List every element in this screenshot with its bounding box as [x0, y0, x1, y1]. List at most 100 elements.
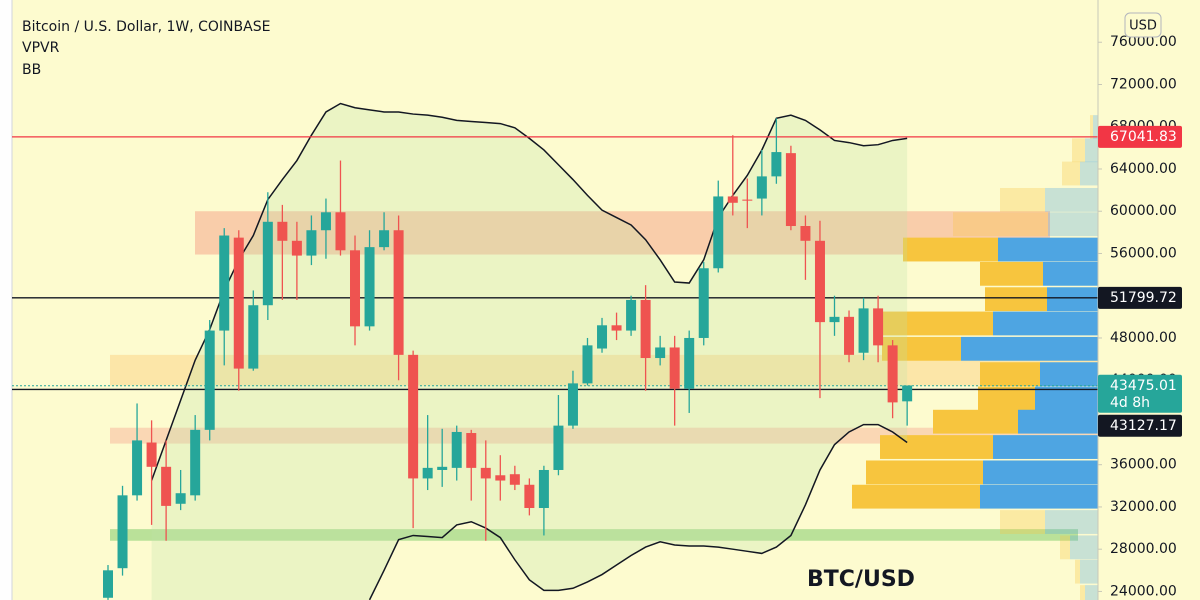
candle-body [785, 153, 796, 227]
volume-down [978, 386, 1035, 411]
volume-up [993, 435, 1098, 459]
candle-body [350, 250, 361, 327]
plot-area [12, 102, 1098, 600]
volume-up [1070, 535, 1098, 560]
y-tick-label: 64000.00 [1110, 161, 1177, 177]
y-tick-label: 60000.00 [1110, 203, 1177, 219]
candle-body [364, 247, 375, 327]
volume-up [1080, 161, 1098, 186]
volume-down [1062, 161, 1080, 186]
candle-body [408, 354, 419, 479]
price-label: 67041.83 [1110, 129, 1177, 145]
y-tick-label: 76000.00 [1110, 34, 1177, 50]
candle-body [117, 495, 128, 569]
volume-up [983, 460, 1098, 485]
candle-body [248, 305, 259, 369]
volume-up [1040, 362, 1098, 387]
candle-body [509, 474, 520, 485]
volume-up [1043, 261, 1098, 286]
indicator-name: BB [22, 62, 41, 78]
volume-up [1085, 138, 1098, 163]
candle-body [466, 433, 477, 468]
candle-body [858, 308, 869, 353]
candle-body [640, 299, 651, 359]
price-label-box [1098, 414, 1182, 437]
candle-body [684, 337, 695, 389]
candle-body [727, 196, 738, 203]
volume-up [980, 484, 1098, 509]
currency-box[interactable] [1124, 12, 1162, 38]
volume-down [880, 435, 993, 459]
candle-body [103, 570, 113, 598]
candle-body [320, 212, 331, 231]
band-line [150, 102, 908, 481]
candle-body [233, 237, 244, 369]
candle-body [175, 493, 186, 504]
price-label-box [1098, 125, 1182, 148]
candle-body [814, 240, 825, 323]
annotation: BTC/USD [807, 567, 915, 592]
candle-body [902, 385, 913, 402]
candle-body [800, 226, 811, 241]
volume-up [1085, 585, 1098, 600]
volume-up [1047, 287, 1098, 312]
candle-body [291, 240, 302, 256]
countdown: 4d 8h [1110, 395, 1150, 411]
candle-body [669, 347, 680, 389]
band-line [368, 423, 908, 600]
y-tick-label: 24000.00 [1110, 583, 1177, 599]
candle-body [597, 325, 608, 349]
volume-up [993, 311, 1098, 336]
candle-body [277, 221, 288, 241]
volume-up [1018, 409, 1098, 434]
volume-down [1080, 585, 1085, 600]
candle-body [219, 235, 230, 331]
volume-up [1093, 115, 1098, 139]
volume-up [961, 336, 1098, 361]
chart-title: Bitcoin / U.S. Dollar, 1W, COINBASE [22, 19, 270, 35]
candle-body [393, 230, 404, 355]
volume-up [1080, 559, 1098, 584]
y-tick-label: 72000.00 [1110, 76, 1177, 92]
candle-body [553, 425, 564, 470]
volume-down [1000, 510, 1045, 534]
volume-down [980, 362, 1040, 387]
candle-body [611, 325, 622, 331]
candle-body [146, 442, 157, 467]
volume-down [903, 237, 998, 262]
candle-body [132, 440, 143, 496]
candle-body [873, 308, 884, 346]
candle-body [756, 176, 767, 199]
volume-up [1045, 510, 1098, 534]
volume-down [1075, 559, 1080, 584]
price-label: 51799.72 [1110, 290, 1177, 306]
currency[interactable]: USD [1129, 19, 1157, 34]
candle-body [422, 467, 433, 479]
volume-down [1090, 115, 1093, 139]
candle-body [437, 466, 448, 470]
volume-up [1048, 212, 1098, 237]
candle-body [698, 268, 709, 338]
zone [110, 529, 1078, 541]
price-label-box [1098, 374, 1182, 413]
candle-body [379, 230, 390, 248]
candle-body [829, 316, 840, 323]
candle-body [495, 475, 506, 481]
volume-up [998, 237, 1098, 262]
candle-body [306, 230, 317, 256]
candle-body [742, 199, 753, 201]
candle-body [655, 347, 666, 359]
candle-body [887, 345, 898, 403]
y-tick-label: 32000.00 [1110, 499, 1177, 515]
y-tick-label: 36000.00 [1110, 457, 1177, 473]
candle-body [771, 152, 782, 177]
candle-body [335, 212, 346, 251]
y-tick-label: 56000.00 [1110, 245, 1177, 261]
volume-down [980, 261, 1043, 286]
candle-body [451, 431, 462, 468]
candle-body [567, 383, 578, 426]
volume-down [985, 287, 1047, 312]
price-label: 43127.17 [1110, 418, 1177, 434]
